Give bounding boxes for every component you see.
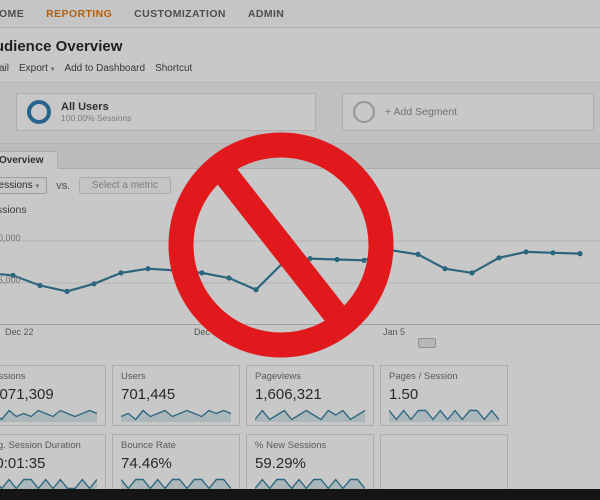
nav-tab-home[interactable]: HOME — [0, 7, 25, 20]
metric-value: 00:01:35 — [0, 455, 46, 472]
shortcut-button[interactable]: Shortcut — [155, 63, 193, 74]
report-tab-strip: Overview — [0, 144, 600, 169]
metric-card-sessions[interactable]: Sessions 1,071,309 — [0, 365, 106, 426]
compare-metric-select[interactable]: Select a metric — [78, 177, 171, 194]
export-label: Export — [19, 63, 48, 74]
metric-sparkline — [255, 409, 365, 422]
sessions-chart: Sessions 50,000 25,000 Dec 22 Dec 29 Jan 5 — [0, 202, 600, 355]
add-segment-button[interactable]: + Add Segment — [342, 93, 594, 131]
metric-label: Avg. Session Duration — [0, 440, 81, 451]
top-nav: HOME REPORTING CUSTOMIZATION ADMIN — [0, 0, 600, 28]
metric-sparkline — [121, 478, 231, 491]
metric-value: 74.46% — [121, 455, 172, 472]
add-segment-circle-icon — [353, 101, 375, 123]
metric-sparkline — [121, 409, 231, 422]
metric-sparkline — [0, 478, 97, 491]
segment-text: All Users 100.00% Sessions — [61, 101, 131, 123]
metric-value — [389, 455, 499, 473]
all-users-segment[interactable]: All Users 100.00% Sessions — [16, 93, 316, 131]
x-axis: Dec 22 Dec 29 Jan 5 — [0, 325, 600, 339]
segment-detail: 100.00% Sessions — [61, 113, 132, 123]
page-title: Audience Overview — [0, 38, 123, 55]
email-button[interactable]: Email — [0, 63, 10, 74]
segment-circle-icon — [27, 100, 51, 124]
metric-value: 1.50 — [389, 386, 419, 403]
metric-card-new-sessions[interactable]: % New Sessions 59.29% — [246, 434, 374, 495]
metric-label: Sessions — [0, 371, 26, 382]
metric-card-avg-session-duration[interactable]: Avg. Session Duration 00:01:35 — [0, 434, 106, 495]
metric-label — [389, 440, 499, 452]
add-to-dashboard-button[interactable]: Add to Dashboard — [64, 63, 146, 74]
y-axis-tick-50000: 50,000 — [0, 233, 21, 243]
metric-cards-grid: Sessions 1,071,309 Users 701,445 Pageviews 1,… — [0, 355, 600, 495]
metric-sparkline — [0, 409, 97, 422]
metric-card-pageviews[interactable]: Pageviews 1,606,321 — [246, 365, 374, 426]
report-toolbar: Email Export▾ Add to Dashboard Shortcut — [0, 61, 600, 82]
bottom-dark-strip — [0, 489, 600, 500]
metric-card-pages-session[interactable]: Pages / Session 1.50 — [380, 365, 508, 426]
metric-label: % New Sessions — [255, 440, 327, 451]
export-button[interactable]: Export ▾ — [19, 63, 54, 74]
x-axis-tick-label: Dec 22 — [5, 327, 34, 337]
metric-sparkline — [389, 409, 499, 422]
chart-series-label: Sessions — [0, 204, 27, 216]
metric-picker-row: Sessions▾ VS. Select a metric — [0, 169, 600, 202]
metric-card-empty[interactable] — [380, 434, 508, 495]
sessions-line-chart — [0, 240, 600, 325]
metric-card-users[interactable]: Users 701,445 — [112, 365, 240, 426]
metric-value: 1,071,309 — [0, 386, 54, 403]
y-axis-tick-25000: 25,000 — [0, 275, 21, 285]
chevron-down-icon: ▾ — [35, 183, 40, 190]
metric-label: Pageviews — [255, 371, 301, 382]
nav-tab-reporting[interactable]: REPORTING — [46, 7, 113, 20]
timeline-scrubber-handle[interactable] — [418, 338, 436, 348]
nav-tab-admin[interactable]: ADMIN — [247, 7, 285, 20]
metric-value: 1,606,321 — [255, 386, 322, 403]
chevron-down-icon: ▾ — [50, 66, 55, 73]
vs-label: VS. — [56, 180, 70, 191]
tab-overview[interactable]: Overview — [0, 151, 59, 169]
metric-value: 701,445 — [121, 386, 176, 403]
metric-label: Bounce Rate — [121, 440, 176, 451]
metric-select[interactable]: Sessions▾ — [0, 177, 48, 194]
metric-label: Pages / Session — [389, 371, 458, 382]
add-segment-label: + Add Segment — [385, 106, 458, 118]
nav-tab-customization[interactable]: CUSTOMIZATION — [134, 7, 226, 20]
metric-select-value: Sessions — [0, 180, 33, 191]
segment-name: All Users — [61, 101, 109, 113]
x-axis-tick-label: Dec 29 — [194, 327, 223, 337]
metric-sparkline — [255, 478, 365, 491]
metric-card-bounce-rate[interactable]: Bounce Rate 74.46% — [112, 434, 240, 495]
title-bar: Audience Overview Email Export▾ Add to D… — [0, 28, 600, 82]
metric-label: Users — [121, 371, 146, 382]
x-axis-tick-label: Jan 5 — [383, 327, 406, 337]
segment-bar: All Users 100.00% Sessions + Add Segment — [0, 82, 600, 144]
metric-value: 59.29% — [255, 455, 306, 472]
